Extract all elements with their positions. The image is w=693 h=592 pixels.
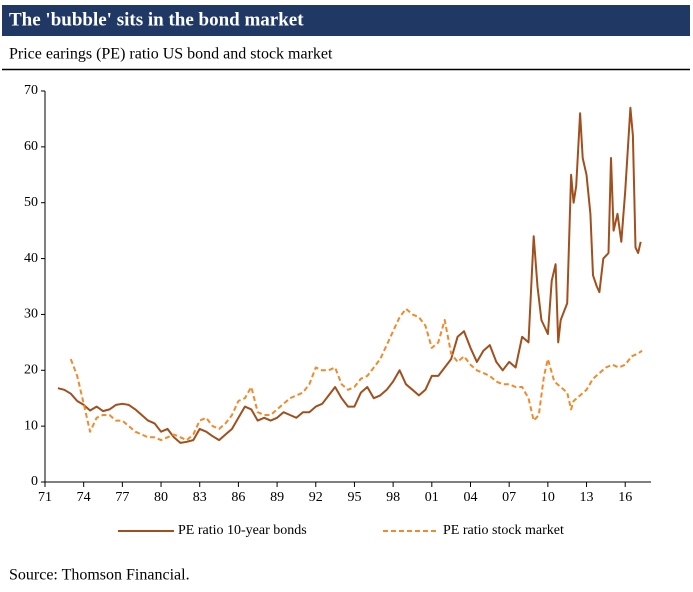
x-tick-label: 86: [231, 490, 245, 505]
x-tick-label: 71: [38, 490, 52, 505]
series-line: [69, 307, 643, 442]
x-tick-label: 92: [309, 490, 323, 505]
legend-label: PE ratio stock market: [443, 523, 564, 538]
y-tick-label: 0: [31, 474, 38, 489]
x-tick-label: 89: [270, 490, 284, 505]
x-tick-label: 98: [386, 490, 400, 505]
x-tick-label: 13: [580, 490, 594, 505]
y-tick-label: 30: [24, 307, 38, 322]
chart-subtitle: Price earings (PE) ratio US bond and sto…: [9, 46, 333, 63]
x-tick-label: 01: [425, 490, 439, 505]
x-tick-label: 16: [618, 490, 632, 505]
x-tick-label: 80: [154, 490, 168, 505]
y-tick-label: 40: [24, 251, 38, 266]
legend-label: PE ratio 10-year bonds: [178, 523, 307, 538]
y-tick-label: 50: [24, 195, 38, 210]
y-tick-label: 60: [24, 139, 38, 154]
chart-title: The 'bubble' sits in the bond market: [9, 9, 304, 30]
x-tick-label: 10: [541, 490, 555, 505]
x-tick-label: 04: [463, 490, 477, 505]
y-tick-label: 20: [24, 363, 38, 378]
x-tick-label: 07: [502, 490, 516, 505]
x-tick-label: 74: [77, 490, 91, 505]
y-tick-label: 10: [24, 418, 38, 433]
x-tick-label: 95: [347, 490, 361, 505]
y-tick-label: 70: [24, 83, 38, 98]
series-line: [57, 106, 642, 444]
x-tick-label: 77: [115, 490, 129, 505]
x-tick-label: 83: [193, 490, 207, 505]
title-bar: [2, 5, 690, 36]
source: Source: Thomson Financial.: [9, 567, 190, 584]
